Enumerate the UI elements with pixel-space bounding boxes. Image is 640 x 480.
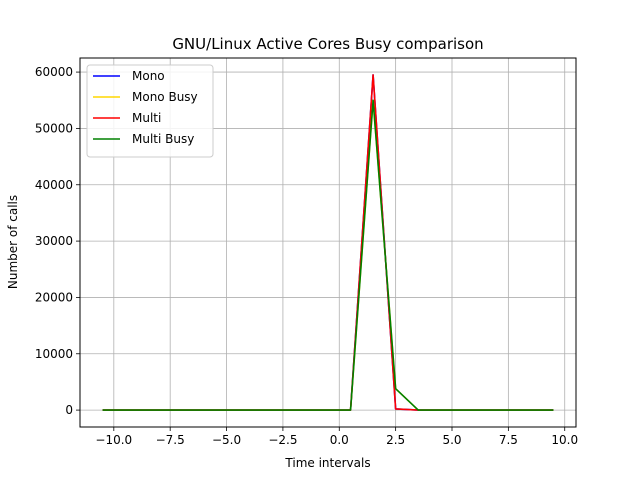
x-tick-label: −10.0: [95, 433, 132, 447]
x-tick-label: 2.5: [386, 433, 405, 447]
y-axis-label: Number of calls: [6, 195, 20, 289]
x-axis-label: Time intervals: [284, 456, 370, 470]
legend-label-multi-busy: Multi Busy: [132, 132, 194, 146]
x-tick-label: −5.0: [212, 433, 241, 447]
x-tick-label: 5.0: [442, 433, 461, 447]
y-tick-label: 10000: [35, 347, 73, 361]
chart-title: GNU/Linux Active Cores Busy comparison: [172, 35, 483, 53]
axes-frame: [79, 57, 577, 428]
y-tick-label: 50000: [35, 121, 73, 135]
x-tick-label: 10.0: [551, 433, 578, 447]
y-tick-label: 40000: [35, 178, 73, 192]
x-tick-label: −7.5: [156, 433, 185, 447]
y-tick-label: 60000: [35, 65, 73, 79]
legend-label-mono-busy: Mono Busy: [132, 90, 198, 104]
x-ticks: −10.0 −7.5 −5.0 −2.5 0.0 2.5 5.0 7.5 10.0: [95, 427, 578, 447]
x-tick-label: −2.5: [268, 433, 297, 447]
y-ticks: 0 10000 20000 30000 40000 50000 60000: [35, 65, 80, 417]
legend-box: [86, 64, 214, 158]
y-tick-label: 20000: [35, 290, 73, 304]
x-tick-label: 0.0: [330, 433, 349, 447]
series-line-multi-busy: [102, 99, 554, 411]
y-tick-label: 0: [65, 403, 73, 417]
legend: Mono Mono Busy Multi Multi Busy: [86, 64, 214, 158]
legend-label-multi: Multi: [132, 111, 161, 125]
y-tick-label: 30000: [35, 234, 73, 248]
legend-label-mono: Mono: [132, 69, 165, 83]
x-tick-label: 7.5: [499, 433, 518, 447]
series-layer: [102, 74, 554, 411]
